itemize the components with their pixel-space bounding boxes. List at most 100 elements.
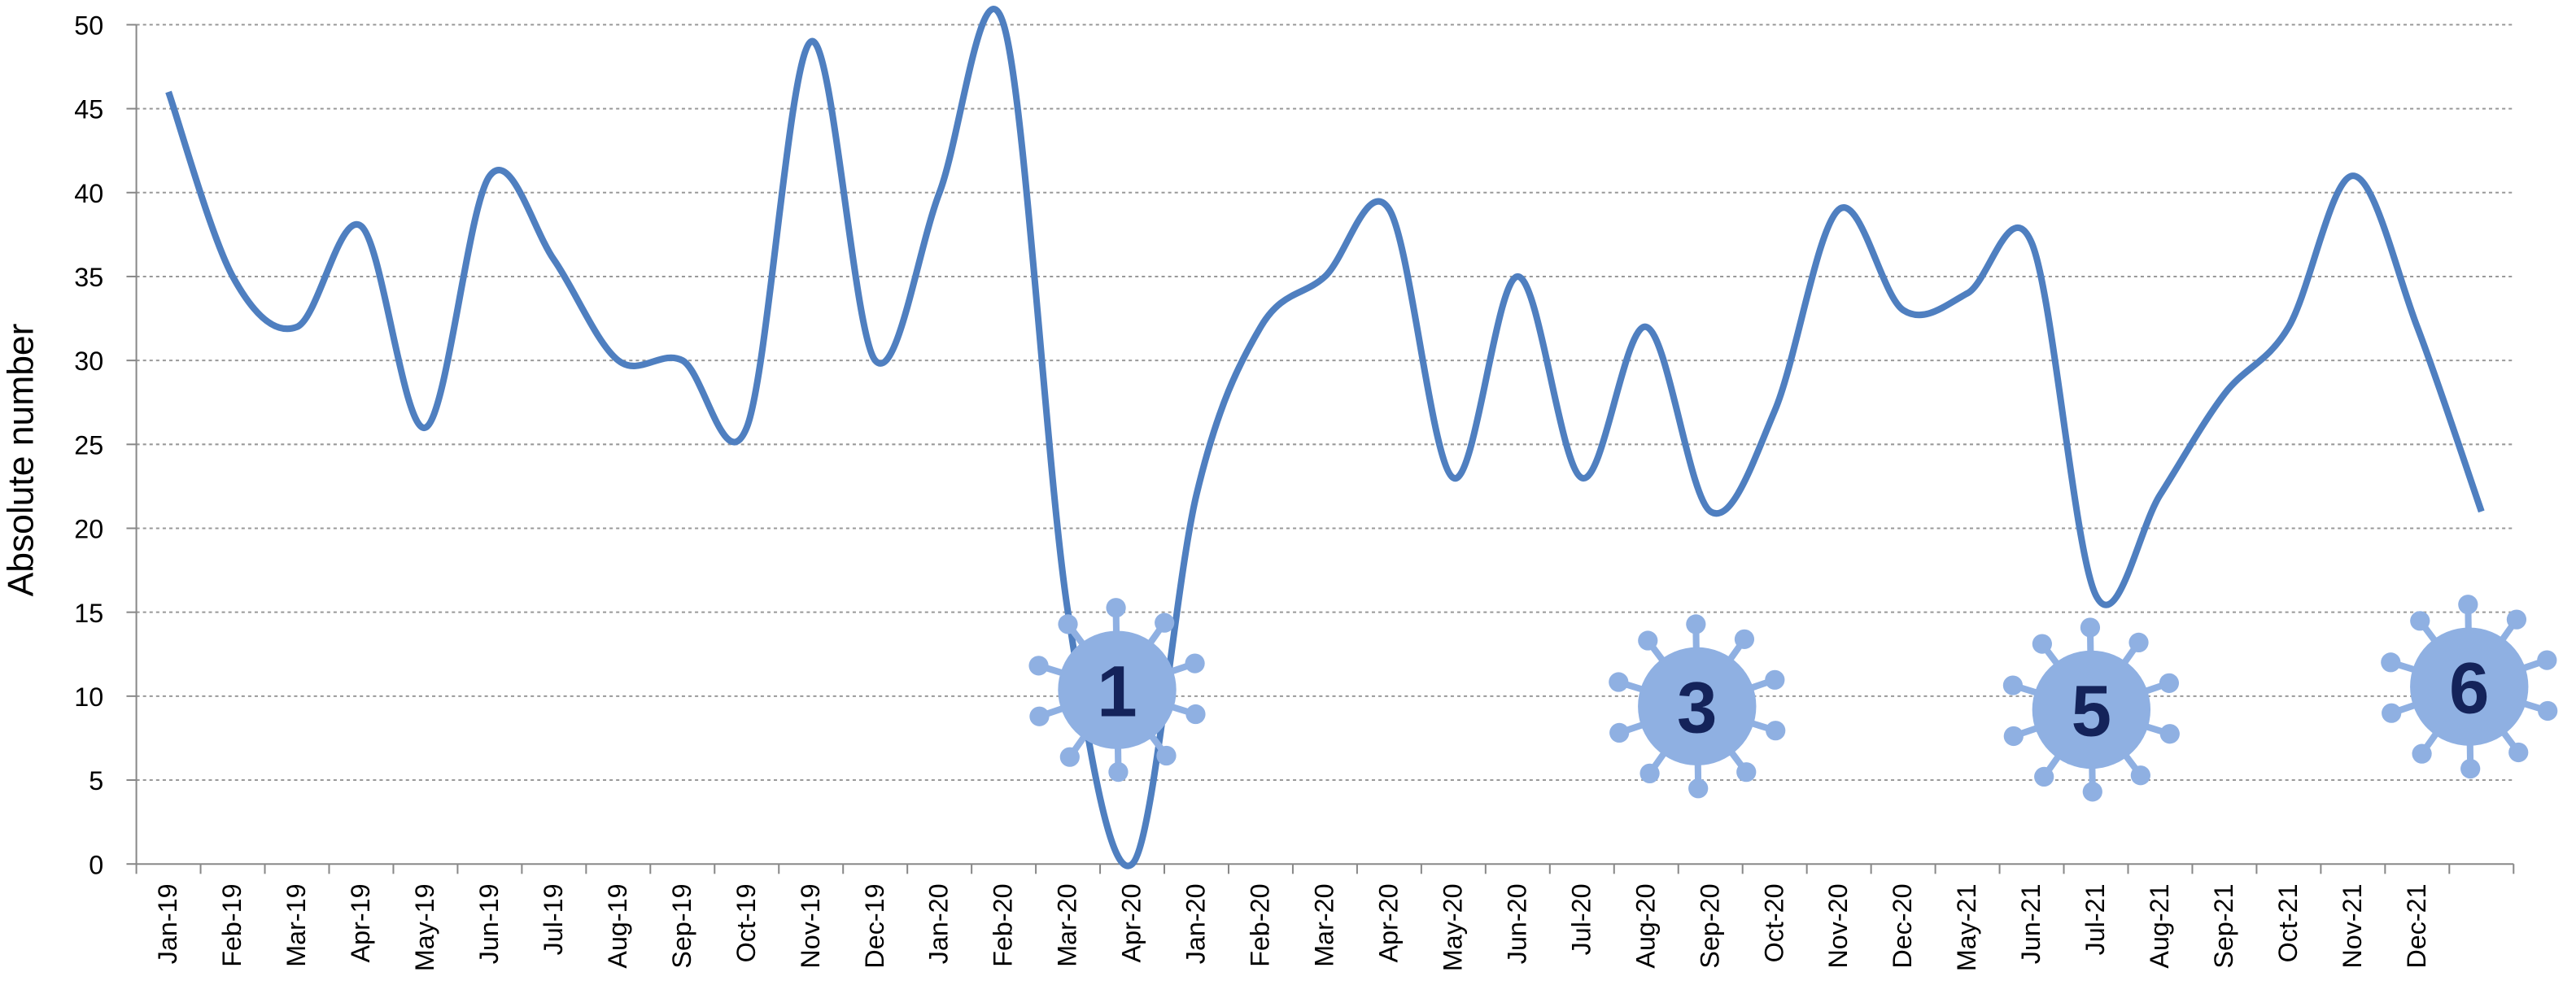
- x-tick-label: Aug-21: [2145, 883, 2174, 968]
- virus-knob: [2458, 595, 2478, 615]
- virus-knob: [1058, 614, 1078, 634]
- virus-knob: [2159, 673, 2180, 693]
- x-tick-label: Jan-20: [924, 883, 954, 964]
- virus-knob: [1059, 747, 1080, 767]
- x-tick-label: May-20: [1438, 883, 1467, 971]
- virus-knob: [1185, 653, 1205, 674]
- y-tick-label: 50: [74, 11, 103, 41]
- x-tick-label: Jan-20: [1181, 883, 1211, 964]
- annotation: 6: [2449, 647, 2489, 728]
- virus-knob: [2538, 700, 2558, 721]
- x-tick-label: Mar-19: [282, 883, 311, 966]
- y-tick-label: 10: [74, 682, 103, 712]
- y-tick-label: 0: [89, 850, 103, 879]
- x-tick-label: Oct-20: [1759, 883, 1788, 962]
- virus-knob: [2159, 724, 2180, 744]
- x-tick-label: Jun-19: [474, 883, 504, 964]
- virus-knob: [2381, 652, 2401, 673]
- x-tick-label: Apr-19: [346, 883, 375, 962]
- y-tick-label: 20: [74, 515, 103, 544]
- x-tick-label: Jul-19: [539, 883, 568, 955]
- x-tick-label: Sep-20: [1695, 883, 1724, 968]
- annotation: 5: [2072, 671, 2111, 752]
- virus-body: [2032, 650, 2151, 769]
- virus-icon: 3: [1609, 614, 1786, 799]
- virus-knob: [2410, 611, 2430, 631]
- x-tick-label: Feb-19: [217, 883, 247, 966]
- x-tick-label: Jan-19: [153, 883, 182, 964]
- virus-body: [1058, 630, 1177, 749]
- x-tick-label: Nov-20: [1823, 883, 1853, 968]
- virus-icon: 1: [1028, 598, 1206, 782]
- y-tick-label: 40: [74, 179, 103, 208]
- virus-knob: [2412, 743, 2432, 764]
- virus-knob: [1686, 614, 1706, 634]
- x-tick-label: Nov-21: [2338, 883, 2367, 968]
- virus-knob: [2508, 742, 2529, 763]
- virus-knob: [2128, 632, 2149, 653]
- x-tick-label: Aug-20: [1631, 883, 1660, 968]
- virus-knob: [2082, 782, 2102, 802]
- y-tick-label: 5: [89, 766, 103, 796]
- x-tick-label: Jun-20: [1502, 883, 1531, 964]
- x-tick-label: Aug-19: [603, 883, 632, 968]
- virus-knob: [1765, 669, 1785, 690]
- x-tick-label: Oct-21: [2273, 883, 2303, 962]
- virus-body: [1638, 647, 1757, 766]
- virus-knob: [1688, 778, 1709, 799]
- virus-knob: [1734, 629, 1755, 649]
- virus-knob: [1609, 672, 1629, 692]
- line: [165, 6, 2485, 870]
- virus-knob: [1028, 656, 1049, 676]
- virus-knob: [1609, 722, 1630, 743]
- x-tick-label: Feb-20: [1246, 883, 1275, 966]
- annotation: 3: [1677, 668, 1717, 748]
- virus-knob: [2032, 634, 2052, 654]
- virus-knob: [1638, 630, 1658, 651]
- virus-knob: [2537, 650, 2557, 670]
- virus-knob: [2506, 609, 2527, 630]
- x-tick-label: Dec-19: [860, 883, 889, 968]
- virus-knob: [1155, 612, 1175, 633]
- virus-knob: [2034, 766, 2054, 787]
- x-tick-label: Apr-20: [1117, 883, 1146, 962]
- virus-knob: [2130, 765, 2150, 786]
- virus-knob: [1185, 704, 1206, 725]
- y-tick-label: 35: [74, 263, 103, 292]
- virus-knob: [2460, 758, 2481, 779]
- virus-icon: 6: [2381, 595, 2558, 779]
- virus-icon: 5: [2002, 617, 2180, 802]
- x-tick-label: Mar-20: [1053, 883, 1082, 966]
- x-tick-label: Mar-20: [1310, 883, 1339, 966]
- virus-knob: [1736, 762, 1757, 782]
- virus-knob: [2003, 726, 2024, 747]
- x-tick-label: Dec-21: [2402, 883, 2431, 968]
- virus-body: [2410, 627, 2529, 746]
- x-tick-label: Sep-21: [2209, 883, 2238, 968]
- virus-knob: [1029, 706, 1050, 726]
- y-axis-label: Absolute number: [1, 323, 41, 596]
- y-tick-label: 15: [74, 599, 103, 628]
- y-tick-label: 45: [74, 95, 103, 124]
- virus-knob: [1766, 721, 1786, 741]
- x-tick-label: Jul-21: [2080, 883, 2110, 955]
- x-tick-label: Nov-19: [796, 883, 825, 968]
- x-tick-label: Dec-20: [1888, 883, 1917, 968]
- x-tick-label: Oct-19: [731, 883, 761, 962]
- virus-knob: [1106, 598, 1126, 618]
- virus-knob: [2002, 675, 2024, 695]
- annotation: 1: [1097, 651, 1137, 731]
- virus-knob: [1108, 762, 1129, 782]
- x-tick-label: Sep-19: [667, 883, 696, 968]
- x-tick-label: Jun-21: [2016, 883, 2046, 964]
- x-tick-label: Jul-20: [1566, 883, 1596, 955]
- y-tick-label: 30: [74, 347, 103, 376]
- x-tick-label: Apr-20: [1373, 883, 1403, 962]
- x-tick-label: May-19: [410, 883, 439, 971]
- x-tick-label: Feb-20: [989, 883, 1018, 966]
- x-tick-label: May-21: [1952, 883, 1981, 971]
- virus-knob: [1639, 763, 1660, 783]
- virus-knob: [2382, 703, 2402, 723]
- virus-knob: [2080, 617, 2101, 638]
